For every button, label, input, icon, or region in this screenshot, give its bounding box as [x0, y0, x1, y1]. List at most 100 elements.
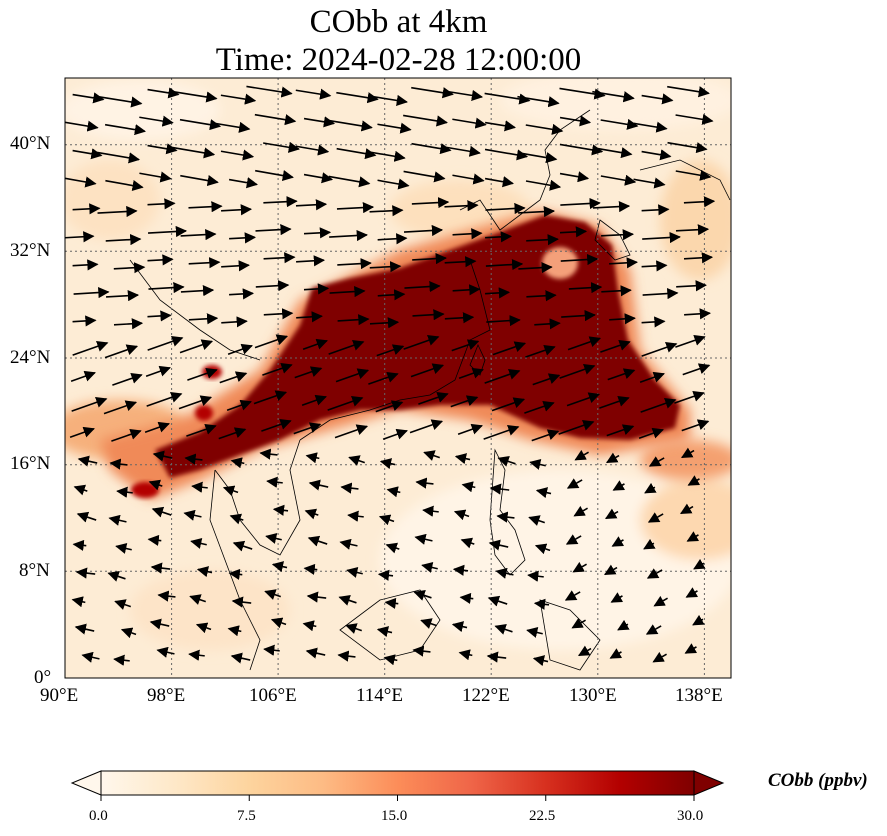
- wind-vector-arrow: [261, 418, 292, 432]
- wind-vector-arrow: [489, 483, 510, 495]
- wind-vector-arrow: [369, 94, 408, 106]
- wind-vector-arrow: [72, 340, 109, 356]
- wind-vector-arrow: [296, 311, 323, 323]
- wind-vector-arrow: [675, 224, 710, 236]
- wind-vector-arrow: [377, 178, 410, 190]
- wind-vector-arrow: [336, 147, 377, 160]
- wind-vector-arrow: [403, 224, 444, 237]
- wind-vector-arrow: [418, 391, 449, 405]
- colorbar-tick-label: 7.5: [237, 808, 256, 824]
- wind-vector-arrow: [147, 310, 172, 322]
- wind-vector-arrow: [148, 281, 185, 294]
- wind-vector-arrow: [675, 334, 706, 348]
- wind-vector-arrow: [652, 651, 667, 663]
- wind-vector-arrow: [600, 174, 637, 186]
- wind-vector-arrow: [255, 169, 294, 182]
- wind-vector-arrow: [369, 261, 402, 273]
- wind-vector-arrow: [617, 619, 630, 631]
- wind-vector-arrow: [674, 390, 705, 404]
- wind-vector-arrow: [113, 318, 144, 330]
- wind-vector-arrow: [444, 145, 481, 157]
- wind-vector-arrow: [592, 146, 633, 159]
- wind-vector-arrow: [339, 538, 358, 550]
- wind-vector-arrow: [642, 231, 681, 244]
- wind-vector-arrow: [609, 648, 623, 659]
- wind-vector-arrow: [414, 533, 433, 545]
- wind-vector-arrow: [72, 259, 99, 271]
- wind-vector-arrow: [228, 568, 243, 580]
- wind-vector-arrow: [262, 362, 293, 376]
- wind-vector-arrow: [264, 589, 281, 600]
- wind-vector-arrow: [460, 537, 475, 549]
- wind-vector-arrow: [231, 596, 252, 608]
- lon-tick-label: 138°E: [675, 685, 723, 706]
- wind-vector-arrow: [188, 313, 219, 325]
- lat-tick-label: 24°N: [10, 347, 51, 368]
- wind-vector-arrow: [600, 339, 631, 353]
- wind-vector-arrow: [377, 233, 408, 245]
- wind-vector-arrow: [335, 368, 370, 383]
- wind-vector-arrow: [112, 372, 143, 386]
- wind-vector-arrow: [195, 622, 212, 634]
- wind-vector-arrow: [69, 426, 95, 438]
- wind-vector-arrow: [534, 543, 551, 555]
- wind-vector-arrow: [383, 654, 398, 666]
- wind-vector-arrow: [443, 89, 484, 101]
- wind-vector-arrow: [296, 255, 326, 267]
- wind-vector-arrow: [409, 419, 444, 434]
- wind-vector-arrow: [454, 453, 471, 465]
- wind-vector-arrow: [639, 371, 665, 383]
- wind-vector-arrow: [336, 91, 379, 104]
- wind-vector-arrow: [293, 422, 322, 435]
- wind-vector-arrow: [116, 486, 133, 498]
- wind-vector-arrow: [528, 515, 545, 526]
- wind-vector-arrow: [452, 228, 483, 240]
- wind-vector-arrow: [640, 397, 677, 413]
- wind-vector-arrow: [190, 537, 207, 549]
- wind-vector-arrow: [346, 567, 363, 578]
- wind-vector-arrow: [254, 113, 297, 126]
- wind-vector-arrow: [337, 314, 370, 326]
- wind-vector-arrow: [444, 312, 475, 324]
- wind-vector-arrow: [152, 450, 173, 462]
- wind-vector-arrow: [385, 542, 400, 554]
- wind-vector-arrow: [684, 643, 698, 654]
- wind-vector-arrow: [139, 171, 172, 183]
- wind-vector-arrow: [113, 654, 130, 666]
- wind-vector-arrow: [458, 649, 473, 661]
- wind-vector-arrow: [484, 176, 514, 188]
- wind-vector-arrow: [221, 204, 253, 216]
- map-subtitle-time: Time: 2024-02-28 12:00:00: [215, 42, 582, 78]
- wind-vector-arrow: [179, 339, 214, 354]
- lat-tick-label: 32°N: [10, 240, 51, 261]
- wind-vector-arrow: [410, 363, 445, 378]
- wind-vector-arrow: [329, 285, 366, 298]
- wind-vector-arrow: [375, 400, 404, 413]
- wind-vector-arrow: [65, 120, 99, 132]
- wind-vector-arrow: [403, 170, 446, 183]
- wind-vector-arrow: [532, 655, 549, 667]
- wind-vector-arrow: [573, 505, 588, 517]
- wind-vector-arrow: [411, 142, 452, 155]
- wind-vector-arrow: [270, 617, 287, 629]
- wind-vector-arrow: [187, 367, 218, 381]
- wind-vector-arrow: [73, 484, 88, 496]
- wind-vector-arrow: [337, 650, 356, 662]
- wind-vector-arrow: [647, 512, 664, 523]
- wind-vector-arrow: [527, 570, 544, 582]
- wind-vector-arrow: [412, 253, 447, 265]
- wind-vector-arrow: [403, 334, 440, 350]
- wind-vector-arrow: [218, 427, 247, 440]
- wind-vector-arrow: [263, 252, 296, 264]
- wind-vector-arrow: [561, 310, 596, 322]
- wind-vector-arrow: [559, 87, 606, 100]
- wind-vector-arrow: [566, 392, 601, 407]
- wind-vector-arrow: [139, 115, 174, 127]
- wind-vector-arrow: [147, 87, 180, 99]
- lat-tick-label: 0°: [34, 667, 52, 688]
- wind-vector-arrow: [188, 257, 221, 269]
- wind-vector-arrow: [525, 344, 556, 358]
- wind-vector-arrow: [65, 231, 95, 243]
- wind-vector-arrow: [451, 339, 480, 352]
- wind-vector-arrow: [484, 148, 529, 161]
